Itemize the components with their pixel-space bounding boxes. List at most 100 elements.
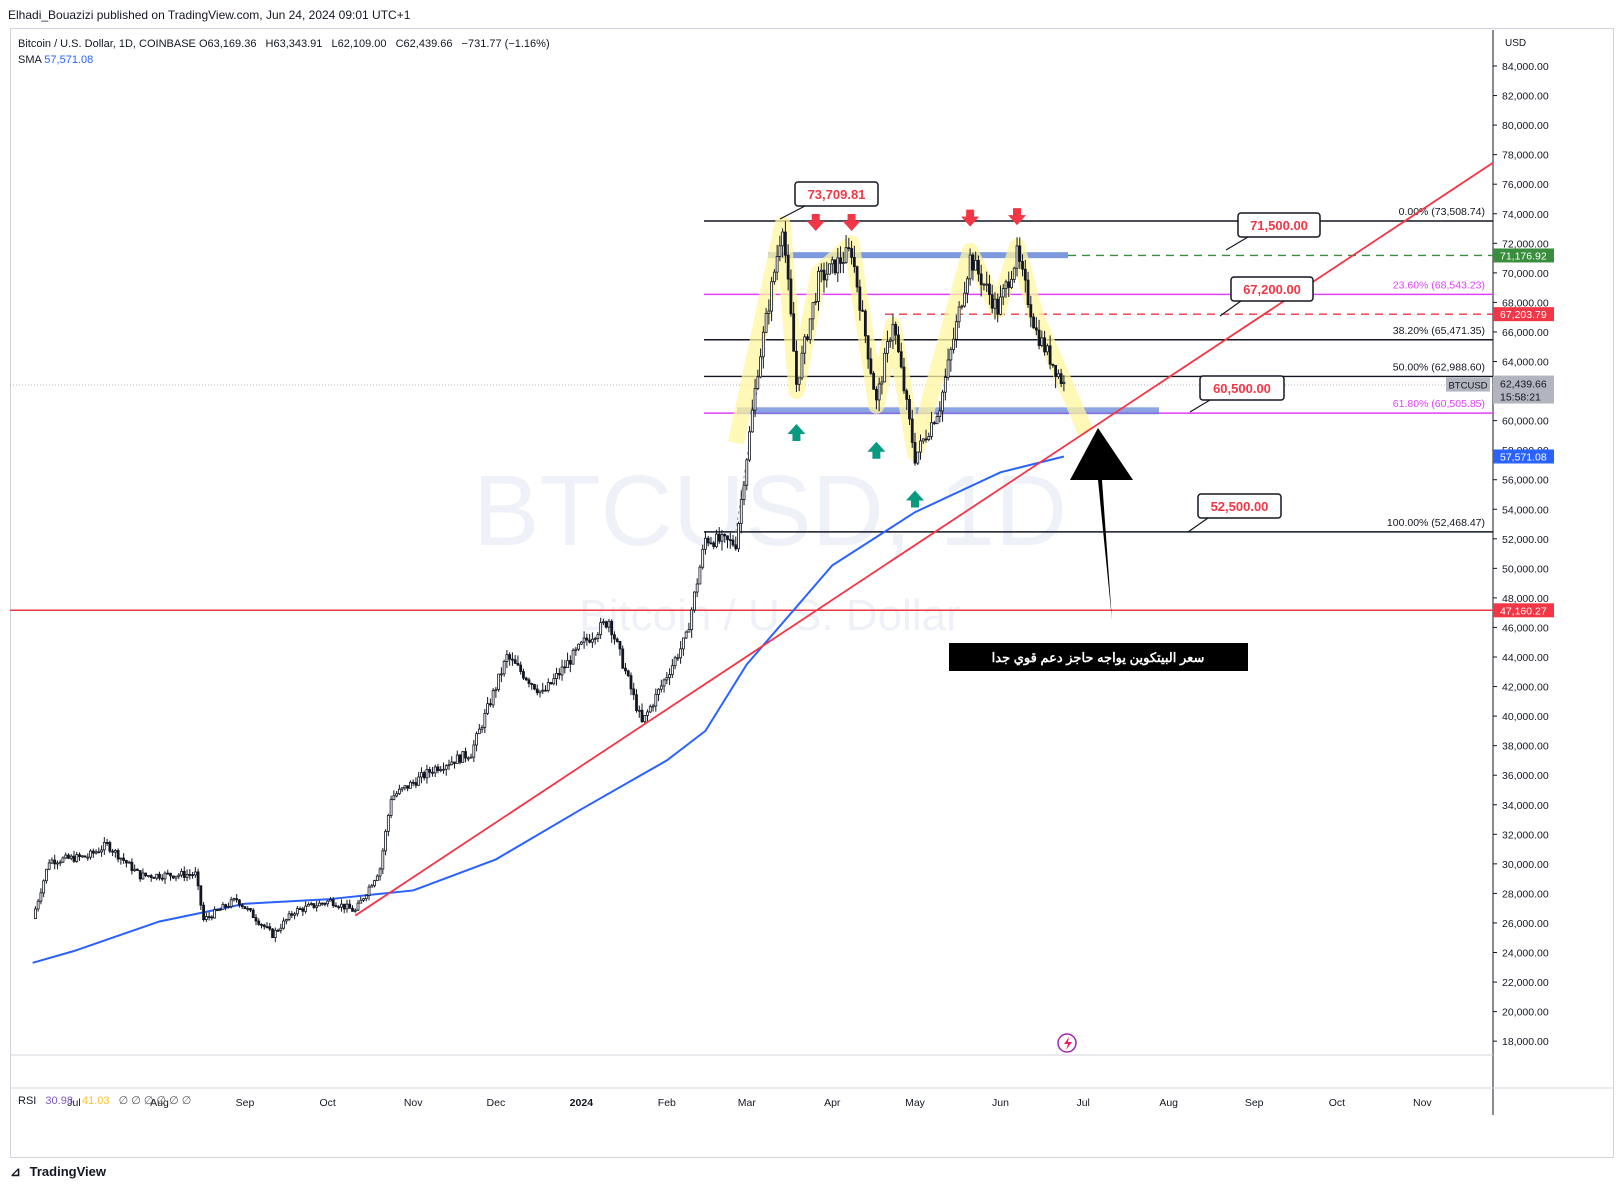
candle-body	[988, 283, 991, 296]
x-tick-label: Dec	[487, 1097, 506, 1109]
candle-body	[185, 874, 189, 878]
candle-body	[646, 711, 649, 716]
last-price-tag-label: 62,439.66	[1500, 379, 1547, 391]
candle-body	[466, 757, 470, 760]
candle-body	[932, 422, 936, 425]
candle-body	[486, 703, 490, 714]
candle-body	[905, 390, 909, 400]
candle-body	[552, 678, 556, 685]
candle-body	[166, 872, 170, 875]
candle-body	[792, 313, 796, 352]
candle-body	[850, 248, 853, 258]
candle-body	[94, 851, 98, 854]
candle-body	[381, 850, 385, 870]
candle-body	[254, 917, 258, 922]
candle-body	[530, 683, 534, 685]
candle-body	[53, 859, 57, 865]
y-tick-label: 18,000.00	[1502, 1036, 1549, 1048]
candle-body	[213, 909, 217, 919]
candle-body	[312, 903, 316, 908]
candle-body	[822, 269, 826, 281]
candle-body	[698, 566, 702, 585]
x-tick-label: Sep	[1245, 1097, 1264, 1109]
candle-body	[238, 899, 241, 906]
candle-body	[298, 908, 302, 910]
candle-body	[836, 257, 840, 274]
x-tick-label: Aug	[1159, 1097, 1178, 1109]
candle-body	[113, 850, 117, 853]
candle-body	[753, 388, 757, 411]
candle-body	[828, 263, 831, 275]
candle-body	[979, 273, 983, 285]
resistance-down-arrow-icon	[1008, 208, 1027, 226]
candle-body	[224, 904, 228, 908]
candle-body	[389, 799, 393, 816]
candle-body	[720, 534, 724, 542]
black-up-arrow-icon	[1070, 428, 1133, 620]
candle-body	[188, 874, 192, 876]
candle-body	[602, 621, 605, 624]
candle-body	[180, 871, 183, 876]
candle-body	[808, 318, 812, 340]
candle-body	[337, 906, 341, 909]
candle-body	[447, 764, 451, 767]
candle-body	[643, 715, 647, 723]
candle-body	[800, 352, 804, 379]
y-tick-label: 38,000.00	[1502, 741, 1549, 753]
candle-body	[67, 854, 70, 859]
candle-body	[610, 620, 614, 636]
candle-body	[1023, 268, 1027, 281]
candle-body	[116, 850, 120, 860]
fib-level-label: 38.20% (65,471.35)	[1393, 325, 1485, 337]
candle-body	[262, 924, 266, 928]
candle-body	[422, 772, 426, 779]
candle-body	[921, 438, 925, 442]
candle-body	[759, 356, 762, 378]
candle-body	[789, 278, 793, 315]
resistance-down-arrow-icon	[961, 209, 980, 227]
callout-leader	[1189, 399, 1211, 413]
candle-body	[86, 856, 90, 859]
sma-layer	[32, 455, 1065, 964]
candle-body	[397, 788, 401, 795]
candle-body	[384, 830, 387, 852]
candle-body	[863, 310, 867, 337]
candle-body	[483, 712, 487, 728]
callout-price-label: 52,500.00	[1211, 499, 1269, 514]
y-tick-label: 36,000.00	[1502, 770, 1549, 782]
candle-body	[491, 690, 495, 706]
candle-body	[33, 908, 37, 919]
candle-body	[141, 872, 145, 880]
candle-body	[706, 537, 710, 544]
candle-body	[996, 298, 1000, 315]
candle-body	[968, 254, 972, 280]
candle-body	[497, 673, 501, 690]
price-tag-label: 67,203.79	[1500, 309, 1547, 321]
candle-body	[436, 766, 440, 772]
y-tick-label: 64,000.00	[1502, 357, 1549, 369]
candle-body	[946, 359, 950, 378]
candle-body	[400, 787, 404, 790]
candle-body	[621, 648, 625, 669]
candle-body	[196, 871, 200, 887]
candle-body	[348, 903, 352, 909]
candle-body	[662, 679, 666, 687]
y-tick-label: 74,000.00	[1502, 209, 1549, 221]
last-price-tag-box	[1493, 375, 1554, 404]
y-tick-label: 60,000.00	[1502, 416, 1549, 428]
candle-body	[191, 874, 194, 877]
candle-body	[306, 904, 310, 907]
x-tick-label: Nov	[1413, 1097, 1432, 1109]
y-tick-label: 52,000.00	[1502, 534, 1549, 546]
candle-body	[111, 850, 115, 853]
tradingview-logo-icon: ⊿	[10, 1164, 21, 1179]
candle-body	[913, 442, 917, 464]
candle-body	[1004, 281, 1008, 290]
candle-body	[461, 751, 465, 763]
tradingview-brand: ⊿ TradingView	[10, 1164, 106, 1180]
candle-body	[345, 903, 349, 910]
candle-body	[75, 854, 79, 862]
y-tick-label: 20,000.00	[1502, 1007, 1549, 1019]
candle-body	[943, 377, 947, 393]
